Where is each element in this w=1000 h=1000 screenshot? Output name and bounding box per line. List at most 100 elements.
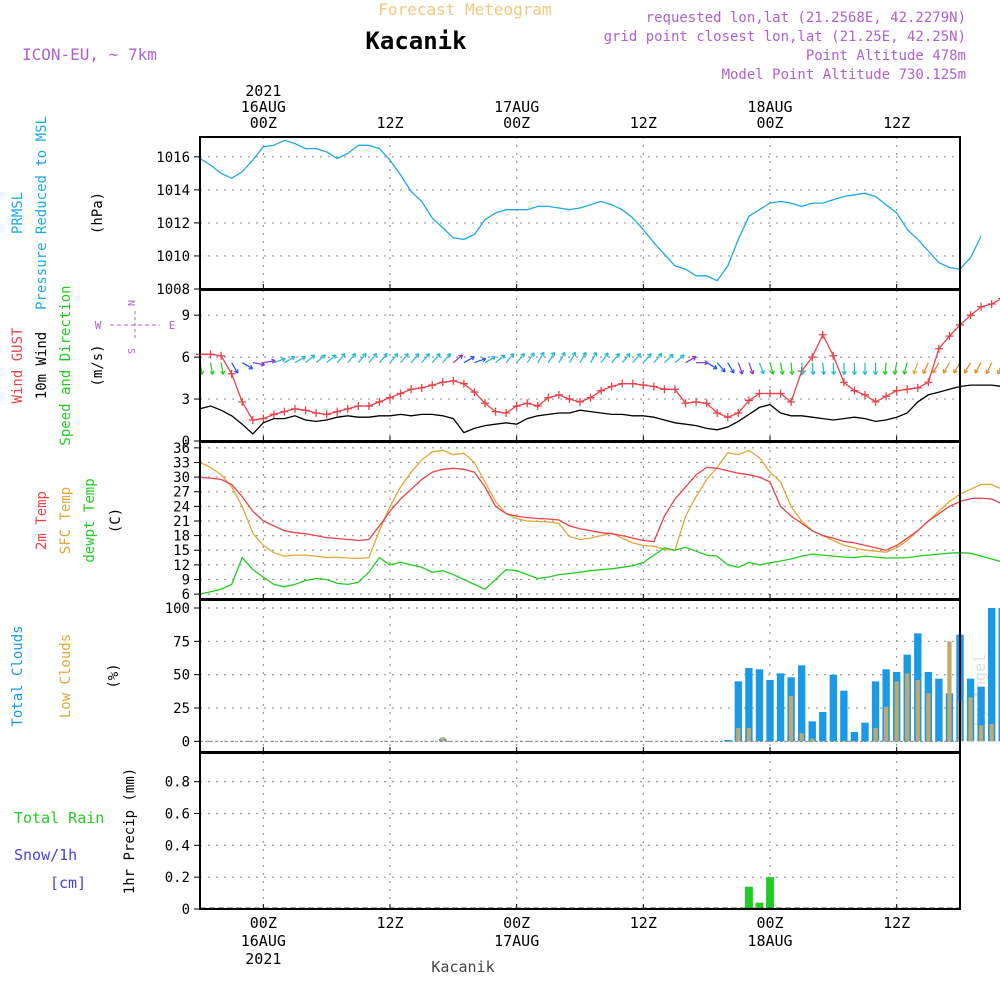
wind-arrow [942,362,950,374]
wind-arrow [442,353,451,364]
compass-w: W [95,319,102,332]
bar [989,724,994,742]
y-axis-label: (%) [106,663,122,688]
bar [755,669,764,742]
gust-marker [470,388,479,397]
panel-2: 0 3 6 9 Wind GUST 10m Wind Speed and Direction… [10,285,1000,450]
bar [746,728,751,742]
wind-arrow-head [592,351,598,357]
bar [789,696,794,742]
gust-marker [481,399,489,408]
bar [808,721,816,742]
wind-arrow-head [571,351,577,357]
wind-arrow-head [680,354,685,359]
gust-marker [554,390,563,399]
wind-arrow-head [738,369,744,375]
wind-arrow-head [810,370,816,376]
gust-marker [734,409,743,418]
bottom-time-label: 16AUG [241,932,286,950]
wind-arrow-head [902,370,908,375]
gust-marker [787,397,796,406]
wind-arrow-head [351,352,357,358]
gust-marker [628,379,637,388]
info-line-1: requested lon,lat (21.2568E, 42.2279N) [646,10,966,26]
y-axis-label: dewpt Temp [82,478,98,562]
gust-marker [723,413,732,422]
y-tick-label: 1008 [156,282,190,298]
gust-marker [977,302,986,311]
gust-marker [364,402,373,411]
y-tick-label: 3 [182,392,190,408]
wind-arrow-head [963,369,969,374]
y-tick-label: 33 [173,455,190,471]
gust-marker [259,414,268,423]
y-axis-label: 2m Temp [34,491,50,550]
info-line-2: grid point closest lon,lat (21.25E, 42.2… [604,29,966,45]
series-line [199,139,982,282]
gust-marker [333,407,342,416]
wind-arrow [326,354,337,364]
gust-marker [639,381,648,390]
gust-marker [269,410,278,419]
gust-marker [871,397,880,406]
wind-arrow-head [458,354,464,359]
wind-arrow [389,353,399,364]
y-tick-label: 15 [173,543,190,559]
wind-arrow [347,353,356,364]
side-label: Total Rain [14,809,104,827]
wind-arrow [822,362,825,375]
wind-arrow [209,362,214,375]
gust-marker [882,392,891,401]
wind-arrow-head [550,351,556,357]
bar [744,886,753,909]
wind-arrow [474,358,486,364]
gust-marker [913,383,922,392]
y-axis-label: Total Clouds [10,625,26,726]
gust-marker [291,404,299,413]
y-tick-label: 0.4 [165,838,190,854]
wind-arrow-head [539,351,545,357]
wind-arrow-head [301,356,306,361]
wind-arrow-head [481,357,487,363]
info-line-4: Model Point Altitude 730.125m [722,67,966,83]
wind-arrow-head [668,353,674,359]
y-tick-label: 21 [173,514,190,530]
gust-marker [850,386,859,395]
wind-arrow-head [435,352,441,358]
gust-marker [744,396,753,405]
wind-arrow-head [561,351,566,357]
gust-marker [301,406,310,415]
top-time-label: 18AUG [747,98,792,116]
gust-marker [459,379,468,388]
top-time-label: 17AUG [494,98,539,116]
panel-5: 0 0.2 0.4 0.6 0.8 1hr Precip (mm) Total Rain Sn… [14,752,961,918]
wind-arrow-head [636,352,642,358]
wind-arrow [727,362,735,374]
wind-arrow [484,356,496,364]
wind-arrow [621,353,631,364]
wind-arrow [516,353,525,364]
wind-arrow [706,362,718,370]
wind-arrow [674,354,685,364]
bar [873,728,878,742]
wind-arrow [284,356,296,364]
wind-arrow [758,362,765,375]
bar [724,740,732,742]
bottom-time-label: 2021 [245,950,281,968]
compass-s: S [127,348,138,354]
bar [799,733,804,742]
y-tick-label: 100 [165,601,190,617]
wind-arrow-head [799,370,806,376]
wind-arrow-head [404,352,409,358]
wind-arrow [913,362,919,375]
gust-marker [217,351,226,360]
gust-marker [206,350,215,359]
wind-arrow-head [625,352,631,358]
wind-arrow-head [872,370,879,376]
y-axis-label: (m/s) [90,344,106,386]
wind-arrow-head [749,369,755,375]
wind-arrow-head [779,370,785,375]
bar [810,738,815,742]
wind-arrow-head [604,352,609,357]
wind-arrow-head [491,356,496,361]
